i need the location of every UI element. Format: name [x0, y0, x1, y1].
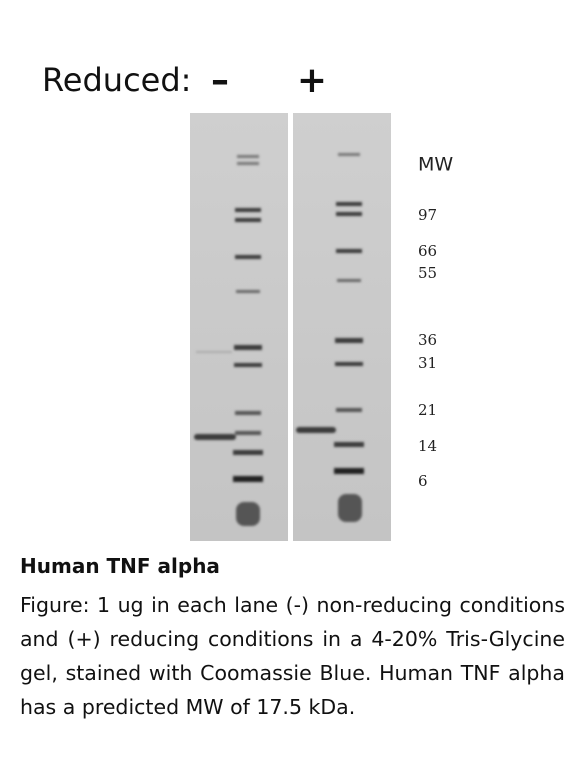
gel-panel	[293, 113, 391, 541]
mw-label: 97	[418, 206, 437, 224]
mw-label: 14	[418, 437, 437, 455]
mw-label: 66	[418, 242, 437, 260]
mw-label: 55	[418, 264, 437, 282]
reduced-label: Reduced:	[42, 61, 191, 99]
mw-label: 36	[418, 331, 437, 349]
bands	[194, 153, 364, 526]
lane-label: +	[297, 60, 327, 101]
caption-title: Human TNF alpha	[20, 554, 220, 578]
gel-panel	[190, 113, 288, 541]
mw-title: MW	[418, 154, 453, 176]
mw-label: 21	[418, 401, 437, 419]
mw-label: 6	[418, 472, 428, 490]
gel-figure: Reduced: – + MW 97 66 55 36 31	[42, 60, 453, 541]
caption-text: Figure: 1 ug in each lane (-) non-reduci…	[20, 593, 565, 719]
mw-label: 31	[418, 354, 437, 372]
lane-label: –	[211, 60, 229, 101]
